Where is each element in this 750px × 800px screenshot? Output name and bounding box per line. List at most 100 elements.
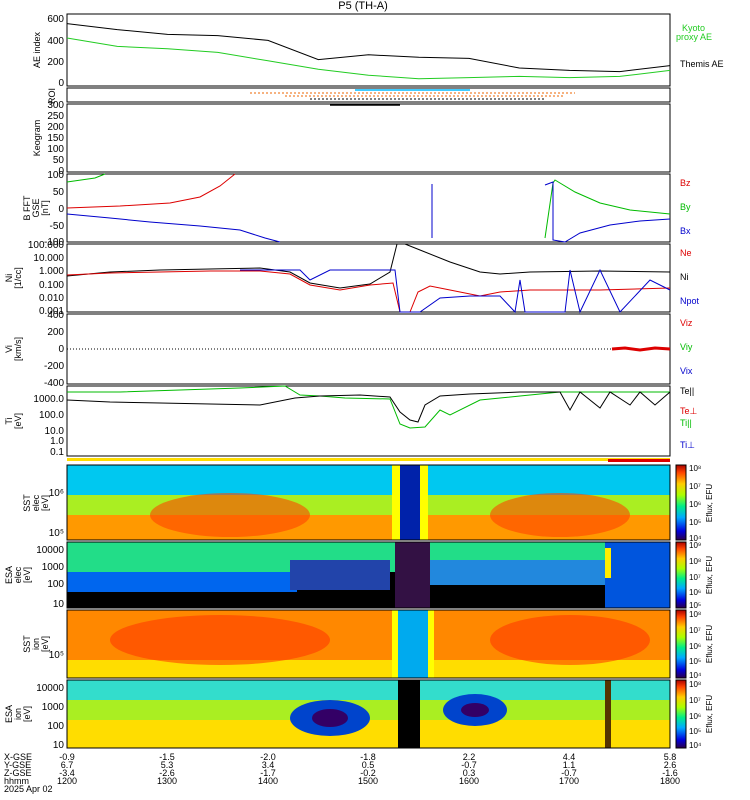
xgse-4: 2.2	[463, 752, 476, 762]
cb2-tick-0: 10⁹	[689, 541, 701, 550]
keogram-tick-200: 200	[47, 122, 64, 133]
time-tick-1300: 1300	[157, 776, 177, 786]
npot-legend: Npot	[680, 296, 700, 306]
vel-tick-400: 400	[47, 310, 64, 321]
ygse-0: 6.7	[61, 760, 74, 770]
date-label: 2025 Apr 02	[4, 784, 53, 794]
esa-i-ylabel-2: ion	[13, 708, 23, 720]
temp-ylabel-2: [eV]	[13, 413, 23, 429]
colorbar-2: Eflux, EFU 10⁹ 10⁸ 10⁷ 10⁶ 10⁵	[675, 541, 714, 610]
density-tick-0001: 0.001	[39, 306, 64, 317]
bz-line	[66, 173, 236, 209]
xgse-3: -1.8	[360, 752, 376, 762]
keogram-ylabel: Keogram	[32, 120, 42, 157]
density-panel: Ni [1/cc] 100.000 10.000 1.000 0.100 0.0…	[4, 240, 700, 317]
by-line	[66, 173, 106, 183]
b-ylabel-3: [nT]	[40, 200, 50, 216]
sst-i-ylabel-1: SST	[22, 635, 32, 653]
esa-e-tick-10000: 10000	[36, 545, 64, 556]
kyoto-legend-1: Kyoto	[682, 23, 705, 33]
cb2-tick-4: 10⁵	[689, 601, 701, 610]
ygse-1: 5.3	[161, 760, 174, 770]
keogram-tick-150: 150	[47, 133, 64, 144]
vel-tick-m200: -200	[44, 361, 64, 372]
row-label-y: Y-GSE	[4, 760, 31, 770]
bx-line-right	[544, 181, 671, 243]
zgse-6: -1.6	[662, 768, 678, 778]
zgse-3: -0.2	[360, 768, 376, 778]
themis-ae-line	[66, 23, 671, 73]
cb1-tick-3: 10⁵	[689, 518, 701, 527]
temp-ylabel-1: Ti	[4, 417, 14, 424]
bx-line	[66, 213, 281, 243]
sst-e-ylabel-1: SST	[22, 494, 32, 512]
esa-e-tick-1000: 1000	[42, 562, 65, 573]
esa-i-ylabel-1: ESA	[4, 705, 14, 723]
keogram-tick-300: 300	[47, 100, 64, 111]
ygse-2: 3.4	[262, 760, 275, 770]
colorbar-3-label: Eflux, EFU	[705, 625, 714, 663]
row-label-hhmm: hhmm	[4, 776, 29, 786]
ygse-5: 1.1	[563, 760, 576, 770]
cb2-tick-1: 10⁸	[689, 557, 701, 566]
keogram-tick-0: 0	[58, 166, 64, 177]
ti-par-legend: Ti||	[680, 418, 692, 428]
cb3-tick-4: 10⁴	[689, 671, 702, 680]
temp-tick-100: 100.0	[39, 410, 64, 421]
time-tick-1500: 1500	[358, 776, 378, 786]
b-tick-m100: -100	[44, 237, 64, 248]
bx-legend: Bx	[680, 226, 691, 236]
colorbar-1: Eflux, EFU 10⁸ 10⁷ 10⁶ 10⁵ 10⁴	[675, 464, 714, 543]
velocity-panel: Vi [km/s] 400 200 0 -200 -400 Viz Viy Vi…	[4, 310, 693, 389]
density-tick-100: 100.000	[28, 240, 65, 251]
te-par-legend: Te||	[680, 386, 694, 396]
cb2-tick-3: 10⁶	[689, 588, 701, 597]
mode-bar-yellow	[67, 458, 670, 461]
esa-e-ylabel-2: elec	[13, 566, 23, 583]
row-label-z: Z-GSE	[4, 768, 32, 778]
esa-i-tick-10: 10	[53, 740, 65, 751]
cb4-tick-3: 10⁵	[689, 727, 701, 736]
keogram-tick-100: 100	[47, 144, 64, 155]
temperature-panel: Ti [eV] 1000.0 100.0 10.0 1.0 0.1 Te|| T…	[4, 385, 698, 458]
esa-e-tick-100: 100	[47, 579, 64, 590]
density-ylabel-2: [1/cc]	[13, 267, 23, 289]
esa-i-tick-1000: 1000	[42, 702, 65, 713]
time-tick-1400: 1400	[258, 776, 278, 786]
themis-legend: Themis AE	[680, 59, 724, 69]
cb3-tick-3: 10⁵	[689, 657, 701, 666]
ae-tick-600: 600	[47, 14, 64, 25]
roi-ylabel: ROI	[47, 88, 57, 104]
ygse-3: 0.5	[362, 760, 375, 770]
esa-e-tick-10: 10	[53, 599, 65, 610]
sst-i-ylabel-2: ion	[31, 638, 41, 650]
xgse-0: -0.9	[59, 752, 75, 762]
xgse-5: 4.4	[563, 752, 576, 762]
density-tick-1: 1.000	[39, 266, 64, 277]
density-tick-01: 0.100	[39, 280, 64, 291]
time-tick-1600: 1600	[459, 776, 479, 786]
density-tick-10: 10.000	[33, 253, 64, 264]
vel-tick-200: 200	[47, 327, 64, 338]
ae-tick-400: 400	[47, 36, 64, 47]
plot-title: P5 (TH-A)	[338, 0, 388, 12]
roi-panel: ROI	[47, 87, 671, 104]
esa-i-ylabel-3: [eV]	[22, 706, 32, 722]
xgse-1: -1.5	[159, 752, 175, 762]
esa-e-ylabel-3: [eV]	[22, 567, 32, 583]
colorbar-1-label: Eflux, EFU	[705, 484, 714, 522]
colorbar-4-label: Eflux, EFU	[705, 695, 714, 733]
keogram-tick-250: 250	[47, 111, 64, 122]
b-field-panel: B FFT GSE [nT] 100 50 0 -50 -100 Bz By B…	[22, 170, 691, 248]
viy-legend: Viy	[680, 342, 693, 352]
time-tick-1800: 1800	[660, 776, 680, 786]
ae-tick-0: 0	[58, 78, 64, 89]
sst-i-ylabel-3: [eV]	[40, 636, 50, 652]
cb1-tick-2: 10⁶	[689, 500, 701, 509]
ti-perp-legend: Ti⊥	[680, 440, 695, 450]
b-tick-0: 0	[58, 204, 64, 215]
ygse-6: 2.6	[664, 760, 677, 770]
te-perp-legend: Te⊥	[680, 406, 698, 416]
cb4-tick-2: 10⁶	[689, 712, 701, 721]
